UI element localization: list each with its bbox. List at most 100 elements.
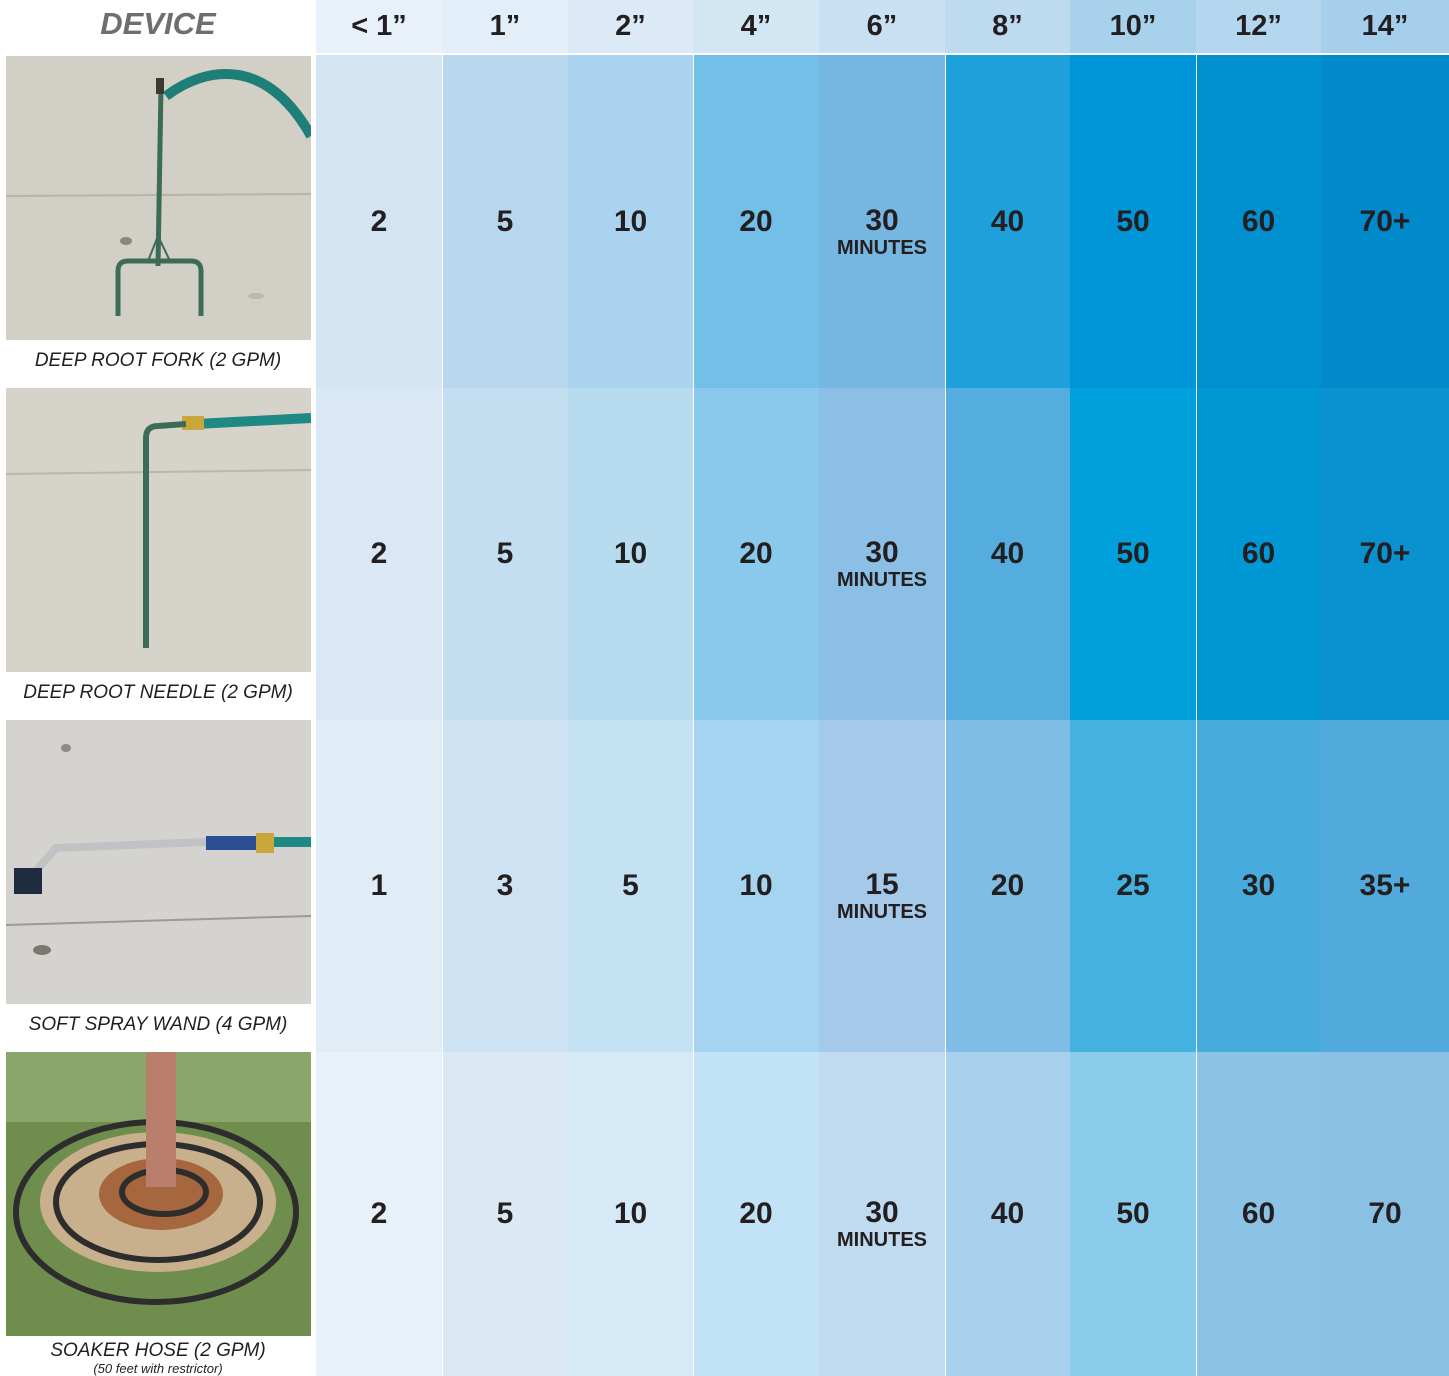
table-cell: 30 MINUTES [819, 55, 945, 388]
table-cell: 5 [442, 388, 568, 720]
column-header: 14” [1321, 0, 1449, 53]
table-cell: 60 [1196, 55, 1321, 388]
column-divider [1196, 53, 1197, 1376]
device-caption: DEEP ROOT FORK (2 GPM) [34, 350, 282, 371]
table-cell: 2 [316, 1052, 442, 1376]
minutes-value: 15 [865, 868, 899, 901]
column-divider [945, 53, 946, 1376]
minutes-value: 10 [613, 537, 648, 570]
table-cell: 50 [1070, 1052, 1196, 1376]
table-cell: 20 [945, 720, 1070, 1052]
table-cell: 30 MINUTES [819, 388, 945, 720]
column-header: 12” [1196, 0, 1321, 53]
table-cell: 70 [1321, 1052, 1449, 1376]
table-cell: 2 [316, 55, 442, 388]
minutes-unit: MINUTES [837, 901, 927, 923]
column-header: 1” [442, 0, 568, 53]
table-cell: 30 MINUTES [819, 1052, 945, 1376]
minutes-value: 30 [865, 1196, 899, 1229]
minutes-value: 30 [865, 203, 899, 237]
minutes-value: 5 [622, 869, 639, 902]
minutes-value: 3 [496, 869, 514, 902]
table-cell: 30 [1196, 720, 1321, 1052]
device-caption: SOFT SPRAY WAND (4 GPM) [28, 1014, 288, 1035]
minutes-value: 60 [1241, 204, 1276, 238]
table-cell: 15 MINUTES [819, 720, 945, 1052]
table-cell: 40 [945, 1052, 1070, 1376]
minutes-value: 40 [990, 204, 1025, 238]
minutes-value: 5 [496, 1197, 514, 1230]
column-header: 10” [1070, 0, 1196, 53]
table-cell: 70+ [1321, 55, 1449, 388]
table-cell: 20 [693, 1052, 819, 1376]
table-cell: 20 [693, 55, 819, 388]
minutes-value: 50 [1116, 204, 1150, 238]
minutes-value: 2 [370, 204, 388, 238]
minutes-value: 10 [613, 1197, 648, 1230]
minutes-value: 70 [1368, 1197, 1402, 1230]
column-divider [693, 53, 694, 1376]
column-header: 2” [568, 0, 693, 53]
minutes-value: 60 [1241, 1197, 1276, 1230]
minutes-value: 50 [1116, 1197, 1150, 1230]
device-subcaption: (50 feet with restrictor) [93, 1361, 223, 1376]
minutes-value: 5 [496, 204, 514, 238]
soft-spray-wand-photo [6, 720, 311, 1004]
device-column: DEVICE DEEP ROOT FORK (2 GPM) [0, 0, 316, 1376]
minutes-value: 5 [496, 537, 514, 570]
minutes-value: 20 [739, 537, 773, 570]
table-cell: 60 [1196, 388, 1321, 720]
soaker-hose-photo [6, 1052, 311, 1336]
column-header: < 1” [316, 0, 442, 53]
minutes-value: 30 [865, 536, 899, 569]
table-cell: 10 [568, 388, 693, 720]
table-cell: 25 [1070, 720, 1196, 1052]
minutes-value: 10 [613, 204, 648, 238]
table-cell: 60 [1196, 1052, 1321, 1376]
deep-root-needle-photo [6, 388, 311, 672]
minutes-value: 35+ [1359, 869, 1411, 902]
table-cell: 10 [693, 720, 819, 1052]
table-cell: 5 [568, 720, 693, 1052]
table-cell: 2 [316, 388, 442, 720]
table-cell: 35+ [1321, 720, 1449, 1052]
device-caption: SOAKER HOSE (2 GPM) [50, 1340, 266, 1361]
minutes-value: 20 [739, 204, 773, 238]
minutes-value: 50 [1116, 537, 1150, 570]
minutes-unit: MINUTES [837, 236, 927, 259]
table-cell: 50 [1070, 55, 1196, 388]
table-cell: 40 [945, 55, 1070, 388]
table-cell: 10 [568, 55, 693, 388]
table-cell: 5 [442, 1052, 568, 1376]
minutes-value: 30 [1241, 869, 1276, 902]
device-caption: DEEP ROOT NEEDLE (2 GPM) [23, 682, 293, 703]
column-divider [442, 53, 443, 1376]
deep-root-fork-photo [6, 56, 311, 340]
column-header: 6” [819, 0, 945, 53]
table-cell: 1 [316, 720, 442, 1052]
table-cell: 3 [442, 720, 568, 1052]
minutes-unit: MINUTES [837, 569, 927, 591]
minutes-value: 1 [370, 869, 388, 902]
minutes-value: 70+ [1359, 537, 1411, 570]
table-cell: 50 [1070, 388, 1196, 720]
minutes-value: 2 [370, 537, 388, 570]
device-header: DEVICE [100, 6, 216, 41]
minutes-unit: MINUTES [837, 1229, 927, 1251]
column-header: 8” [945, 0, 1070, 53]
minutes-value: 20 [739, 1197, 773, 1230]
minutes-value: 70+ [1359, 204, 1411, 238]
table-cell: 40 [945, 388, 1070, 720]
table-cell: 70+ [1321, 388, 1449, 720]
minutes-value: 2 [370, 1197, 388, 1230]
table-cell: 5 [442, 55, 568, 388]
watering-time-table: < 1” 1” 2” 4” 6” 8” 10” 12” 14” 2 5 10 20 30 MINUTES 40… [316, 0, 1449, 1376]
table-cell: 10 [568, 1052, 693, 1376]
minutes-value: 25 [1116, 869, 1150, 902]
minutes-value: 20 [990, 869, 1025, 902]
minutes-value: 60 [1241, 537, 1276, 570]
minutes-value: 40 [990, 1197, 1025, 1230]
minutes-value: 10 [739, 869, 773, 902]
table-cell: 20 [693, 388, 819, 720]
